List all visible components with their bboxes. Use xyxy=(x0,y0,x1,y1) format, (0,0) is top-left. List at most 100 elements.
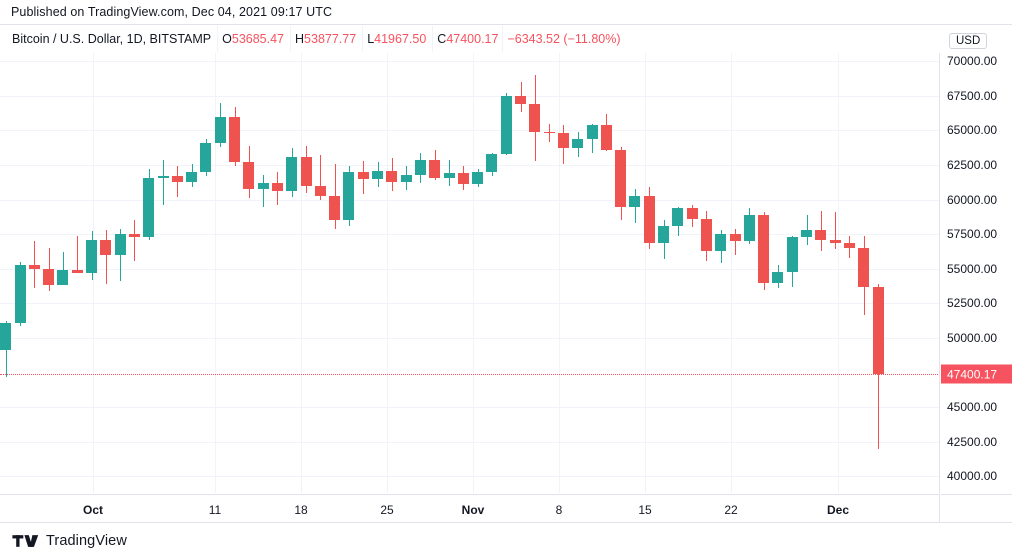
price-tick-label: 67500.00 xyxy=(947,88,998,103)
price-tick-label: 45000.00 xyxy=(947,400,998,415)
gridline-horizontal xyxy=(0,338,939,339)
price-tick-label: 62500.00 xyxy=(947,158,998,173)
currency-badge[interactable]: USD xyxy=(949,33,988,49)
gridline-vertical xyxy=(731,53,732,493)
gridline-horizontal xyxy=(0,61,939,62)
chart-legend: Bitcoin / U.S. Dollar, 1D, BITSTAMP O536… xyxy=(0,25,621,53)
published-text: Published on TradingView.com, Dec 04, 20… xyxy=(11,5,333,19)
close-label: C xyxy=(437,32,447,46)
price-tick-label: 40000.00 xyxy=(947,469,998,484)
candle-body xyxy=(672,207,683,226)
time-tick-label: 18 xyxy=(294,503,308,517)
candle-body xyxy=(701,219,712,251)
high-value: 53877.77 xyxy=(304,32,357,46)
candle-wick xyxy=(134,220,135,261)
candle-body xyxy=(15,264,26,323)
candle-body xyxy=(615,149,626,207)
candle-body xyxy=(186,171,197,182)
price-scale[interactable]: 70000.00 67500.00 65000.00 62500.00 60000.00… xyxy=(941,53,1012,493)
candle-wick xyxy=(63,252,64,283)
price-tick-label: 50000.00 xyxy=(947,331,998,346)
ohlc-low: L41967.50 xyxy=(367,32,426,46)
candle-body xyxy=(429,159,440,178)
ohlc-open: O53685.47 xyxy=(222,32,284,46)
candle-body xyxy=(158,176,169,178)
time-tick-label: Oct xyxy=(82,503,104,517)
candle-body xyxy=(200,142,211,172)
candle-body xyxy=(272,183,283,192)
candle-body xyxy=(844,242,855,249)
candle-body xyxy=(458,173,469,185)
time-tick-label: 8 xyxy=(555,503,563,517)
time-tick-label: Nov xyxy=(461,503,485,517)
price-tick-label: 60000.00 xyxy=(947,192,998,207)
candle-body xyxy=(301,156,312,186)
candle-body xyxy=(444,173,455,178)
tradingview-wordmark: TradingView xyxy=(46,532,127,549)
candle-body xyxy=(372,170,383,179)
chart-pane[interactable] xyxy=(0,53,940,493)
candle-body xyxy=(572,138,583,149)
candle-body xyxy=(143,177,154,237)
candle-body xyxy=(72,270,83,273)
published-caption: Published on TradingView.com, Dec 04, 20… xyxy=(0,0,1012,25)
price-tick-label: 42500.00 xyxy=(947,434,998,449)
legend-separator xyxy=(362,26,363,52)
candle-body xyxy=(386,170,397,182)
candle-body xyxy=(687,207,698,220)
candle-wick xyxy=(177,166,178,197)
candle-body xyxy=(515,95,526,105)
open-value: 53685.47 xyxy=(231,32,285,46)
candle-body xyxy=(587,124,598,139)
gridline-horizontal xyxy=(0,200,939,201)
candle-wick xyxy=(320,155,321,200)
candle-body xyxy=(415,159,426,175)
legend-separator xyxy=(502,26,503,52)
candle-body xyxy=(215,116,226,143)
change-value: −6343.52 (−11.80%) xyxy=(507,32,621,46)
time-tick-label: 22 xyxy=(724,503,738,517)
gridline-vertical xyxy=(559,53,560,493)
gridline-vertical xyxy=(387,53,388,493)
candle-body xyxy=(873,287,884,374)
symbol-title[interactable]: Bitcoin / U.S. Dollar, 1D, BITSTAMP xyxy=(12,32,212,46)
candle-body xyxy=(486,154,497,172)
candle-body xyxy=(758,214,769,283)
low-value: 41967.50 xyxy=(374,32,427,46)
gridline-horizontal xyxy=(0,96,939,97)
gridline-horizontal xyxy=(0,165,939,166)
candle-body xyxy=(258,183,269,189)
time-scale-right-stub xyxy=(941,494,1012,522)
time-tick-label: 15 xyxy=(638,503,652,517)
candle-body xyxy=(501,95,512,154)
candle-body xyxy=(57,270,68,286)
candle-body xyxy=(558,133,569,149)
candle-body xyxy=(43,268,54,286)
ohlc-close: C47400.17 xyxy=(437,32,498,46)
legend-separator xyxy=(290,26,291,52)
gridline-horizontal xyxy=(0,269,939,270)
price-tick-label: 52500.00 xyxy=(947,296,998,311)
low-label: L xyxy=(367,32,375,46)
current-price-badge: 47400.17 xyxy=(941,364,1012,384)
gridline-horizontal xyxy=(0,476,939,477)
legend-separator xyxy=(432,26,433,52)
price-tick-label: 57500.00 xyxy=(947,227,998,242)
time-tick-label: Dec xyxy=(826,503,850,517)
candle-body xyxy=(858,248,869,287)
candle-body xyxy=(801,230,812,237)
candle-body xyxy=(29,264,40,269)
candle-wick xyxy=(735,228,736,255)
candle-body xyxy=(644,195,655,243)
open-label: O xyxy=(222,32,232,46)
candle-wick xyxy=(449,159,450,186)
candle-body xyxy=(172,176,183,182)
time-scale[interactable]: Oct 11 18 25 Nov 8 15 22 Dec xyxy=(0,494,940,522)
tradingview-logo[interactable]: TradingView xyxy=(12,533,127,549)
candle-body xyxy=(830,239,841,243)
candle-body xyxy=(86,239,97,273)
candle-body xyxy=(129,234,140,238)
legend-separator xyxy=(217,26,218,52)
gridline-vertical xyxy=(215,53,216,493)
